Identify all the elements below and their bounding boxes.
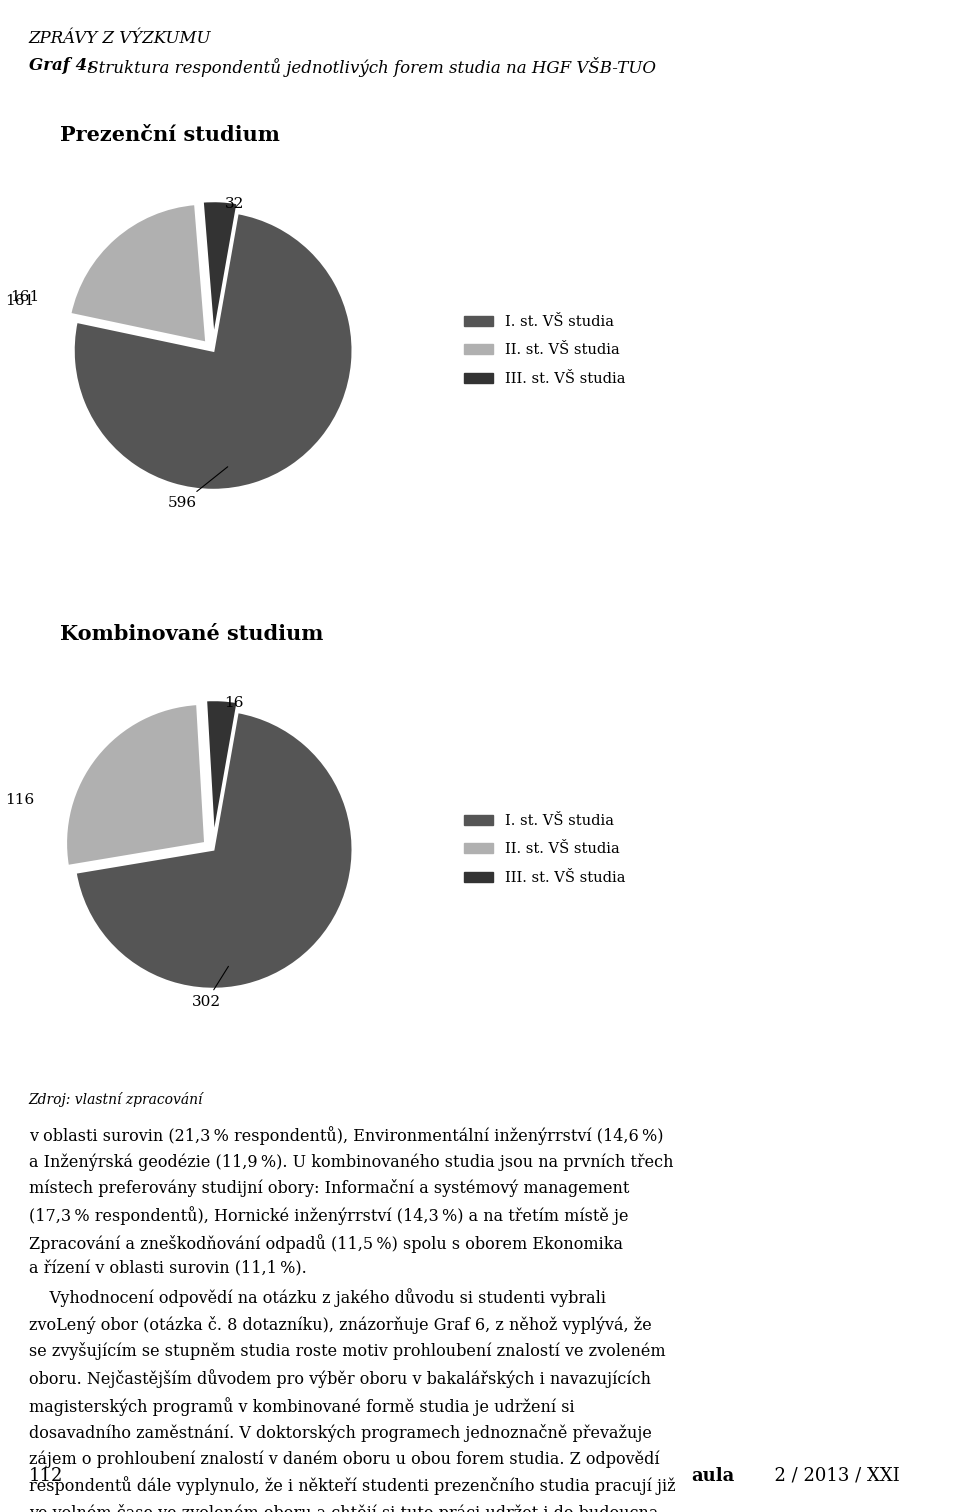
Text: Kombinované studium: Kombinované studium bbox=[60, 624, 324, 644]
Text: v oblasti surovin (21,3 % respondentů), Environmentální inženýrrství (14,6 %)
a : v oblasti surovin (21,3 % respondentů), … bbox=[29, 1126, 673, 1278]
Wedge shape bbox=[205, 700, 238, 839]
Wedge shape bbox=[203, 201, 238, 340]
Text: aula: aula bbox=[691, 1467, 734, 1485]
Text: Vyhodnocení odpovědí na otázku ⁠z jakého důvodu si studenti vybrali
zvoLený obor: Vyhodnocení odpovědí na otázku ⁠z jakého… bbox=[29, 1288, 676, 1512]
Text: Prezenční studium: Prezenční studium bbox=[60, 125, 280, 145]
Text: Struktura respondentů jednotlivých forem studia na HGF VŠB-TUO: Struktura respondentů jednotlivých forem… bbox=[82, 57, 656, 77]
Wedge shape bbox=[73, 213, 353, 490]
Wedge shape bbox=[70, 204, 206, 343]
Wedge shape bbox=[65, 703, 205, 866]
Text: 16: 16 bbox=[225, 696, 244, 709]
Text: 116: 116 bbox=[6, 794, 35, 807]
Wedge shape bbox=[75, 712, 353, 989]
Text: 302: 302 bbox=[192, 966, 228, 1009]
Text: 112: 112 bbox=[29, 1467, 63, 1485]
Text: Zdroj: vlastní zpracování: Zdroj: vlastní zpracování bbox=[29, 1092, 204, 1107]
Text: Graf 4:: Graf 4: bbox=[29, 57, 93, 74]
Text: 161: 161 bbox=[6, 295, 35, 308]
Text: ZPRÁVY Z VÝZKUMU: ZPRÁVY Z VÝZKUMU bbox=[29, 30, 211, 47]
Text: 2 / 2013 / XXI: 2 / 2013 / XXI bbox=[763, 1467, 900, 1485]
Legend: I. st. VŠ studia, II. st. VŠ studia, III. st. VŠ studia: I. st. VŠ studia, II. st. VŠ studia, III… bbox=[458, 308, 631, 392]
Text: 161: 161 bbox=[10, 290, 39, 304]
Legend: I. st. VŠ studia, II. st. VŠ studia, III. st. VŠ studia: I. st. VŠ studia, II. st. VŠ studia, III… bbox=[458, 807, 631, 891]
Text: 596: 596 bbox=[168, 467, 228, 510]
Text: 32: 32 bbox=[225, 197, 244, 210]
